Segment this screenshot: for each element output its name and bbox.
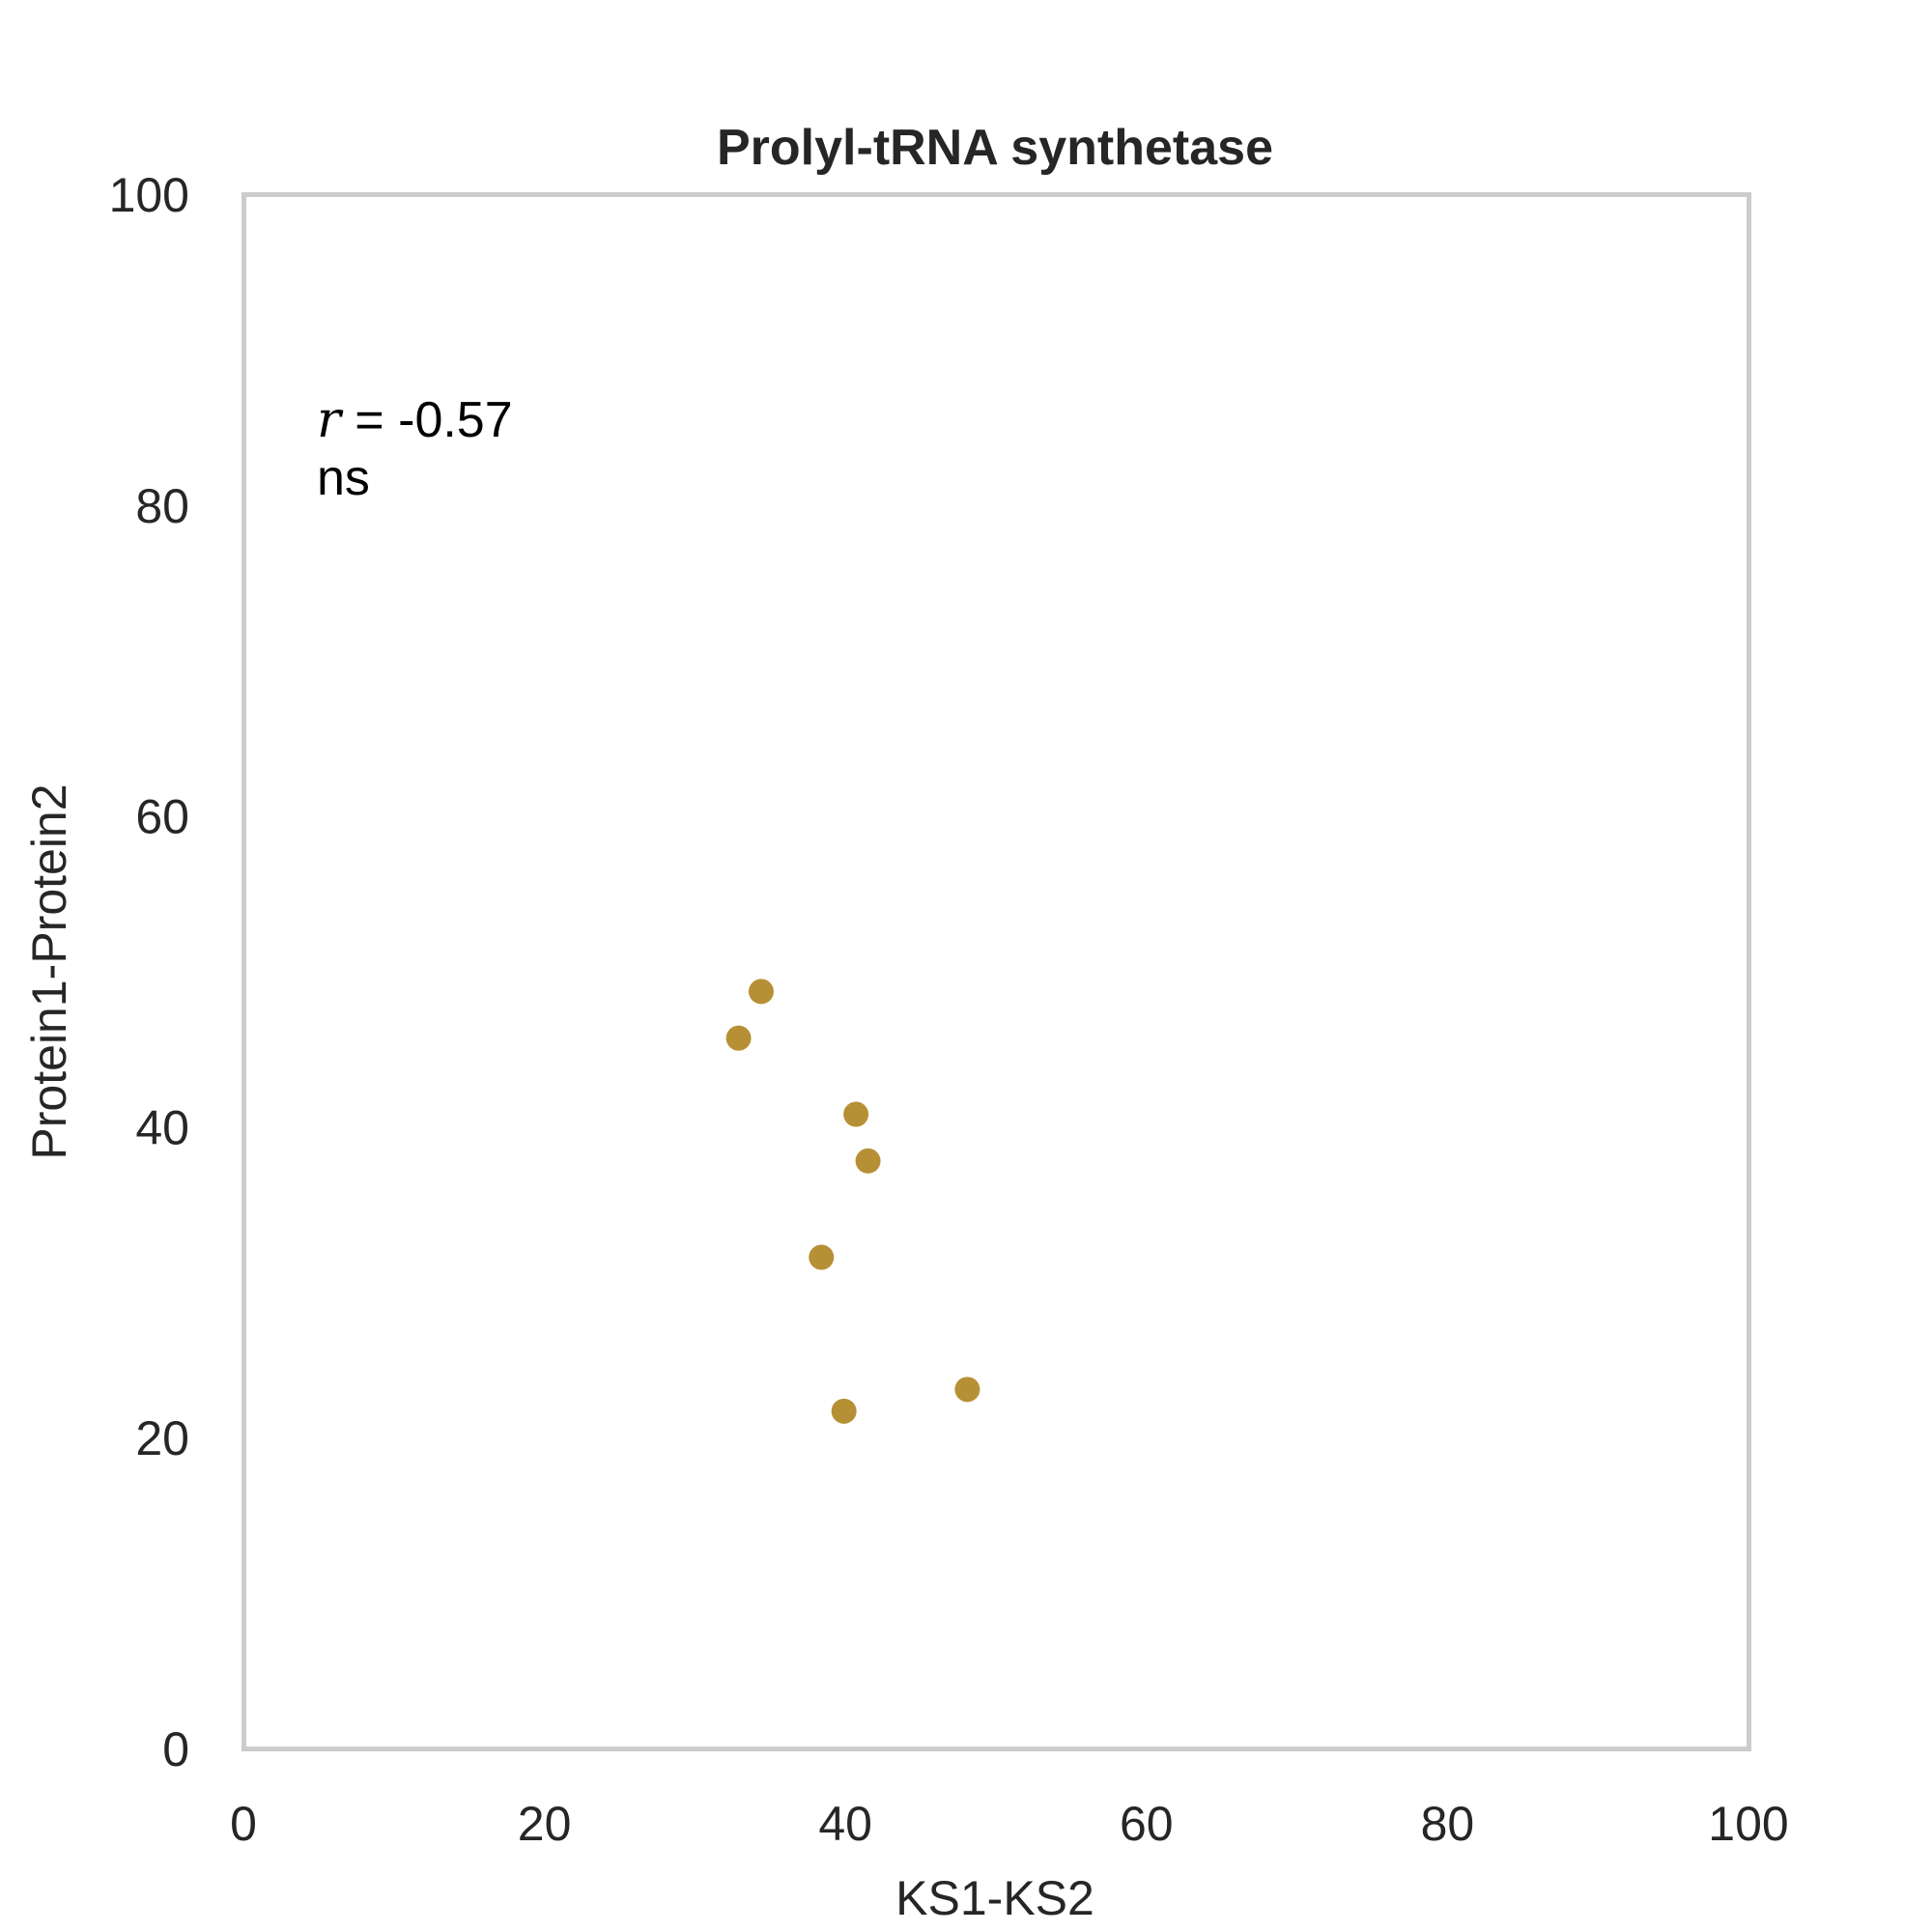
x-tick-label: 60 bbox=[1120, 1797, 1174, 1851]
data-point bbox=[831, 1398, 857, 1424]
data-point bbox=[725, 1025, 752, 1051]
data-point bbox=[843, 1101, 869, 1127]
data-point bbox=[954, 1377, 980, 1403]
significance-label: ns bbox=[317, 450, 370, 506]
y-tick-label: 40 bbox=[135, 1100, 189, 1154]
x-tick-label: 20 bbox=[518, 1797, 572, 1851]
chart-title: Prolyl-tRNA synthetase bbox=[717, 120, 1273, 176]
y-tick-label: 80 bbox=[135, 479, 189, 533]
data-point bbox=[855, 1148, 881, 1174]
y-tick-labels: 0 20 40 60 80 100 bbox=[109, 168, 189, 1776]
x-tick-labels: 0 20 40 60 80 100 bbox=[230, 1797, 1789, 1851]
x-tick-label: 80 bbox=[1421, 1797, 1475, 1851]
equals-sign: = bbox=[341, 392, 398, 448]
data-points bbox=[725, 979, 980, 1424]
x-tick-label: 0 bbox=[230, 1797, 257, 1851]
r-symbol: r bbox=[317, 391, 344, 449]
x-tick-label: 100 bbox=[1708, 1797, 1788, 1851]
y-tick-label: 100 bbox=[109, 168, 189, 222]
data-point bbox=[809, 1244, 835, 1270]
x-axis-label: KS1-KS2 bbox=[895, 1871, 1094, 1925]
y-tick-label: 20 bbox=[135, 1411, 189, 1465]
r-value: -0.57 bbox=[398, 392, 513, 448]
y-axis-label: Protein1-Protein2 bbox=[22, 783, 76, 1159]
x-tick-label: 40 bbox=[818, 1797, 872, 1851]
y-tick-label: 60 bbox=[135, 790, 189, 844]
correlation-annotation: r = -0.57 bbox=[317, 391, 513, 449]
data-point bbox=[748, 979, 774, 1005]
plot-area-frame bbox=[242, 192, 1751, 1751]
y-tick-label: 0 bbox=[162, 1722, 189, 1776]
